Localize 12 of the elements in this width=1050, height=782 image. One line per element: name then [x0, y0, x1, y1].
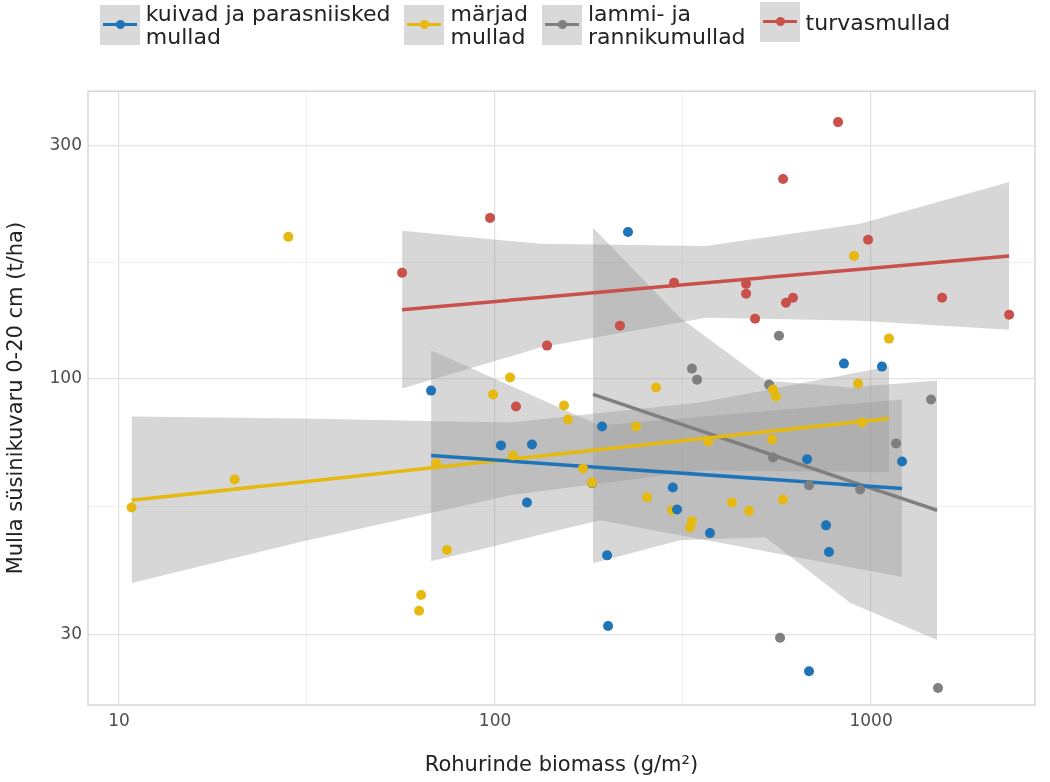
y-axis-title: Mulla süsinikuvaru 0-20 cm (t/ha) — [3, 221, 28, 575]
y-tick-label: 30 — [60, 622, 82, 643]
y-tick-label: 100 — [49, 367, 82, 387]
legend-label: kuivad ja parasniisked mullad — [145, 1, 391, 49]
y-tick-label: 300 — [49, 133, 82, 154]
legend-label: märjad mullad — [450, 1, 528, 49]
x-tick-label: 1000 — [849, 709, 893, 730]
x-axis-title: Rohurinde biomass (g/m²) — [424, 751, 699, 776]
x-tick-label: 10 — [108, 709, 130, 730]
x-tick-label: 100 — [478, 709, 512, 730]
legend-label: lammi- ja rannikumullad — [588, 1, 746, 49]
legend-label: turvasmullad — [805, 9, 951, 35]
